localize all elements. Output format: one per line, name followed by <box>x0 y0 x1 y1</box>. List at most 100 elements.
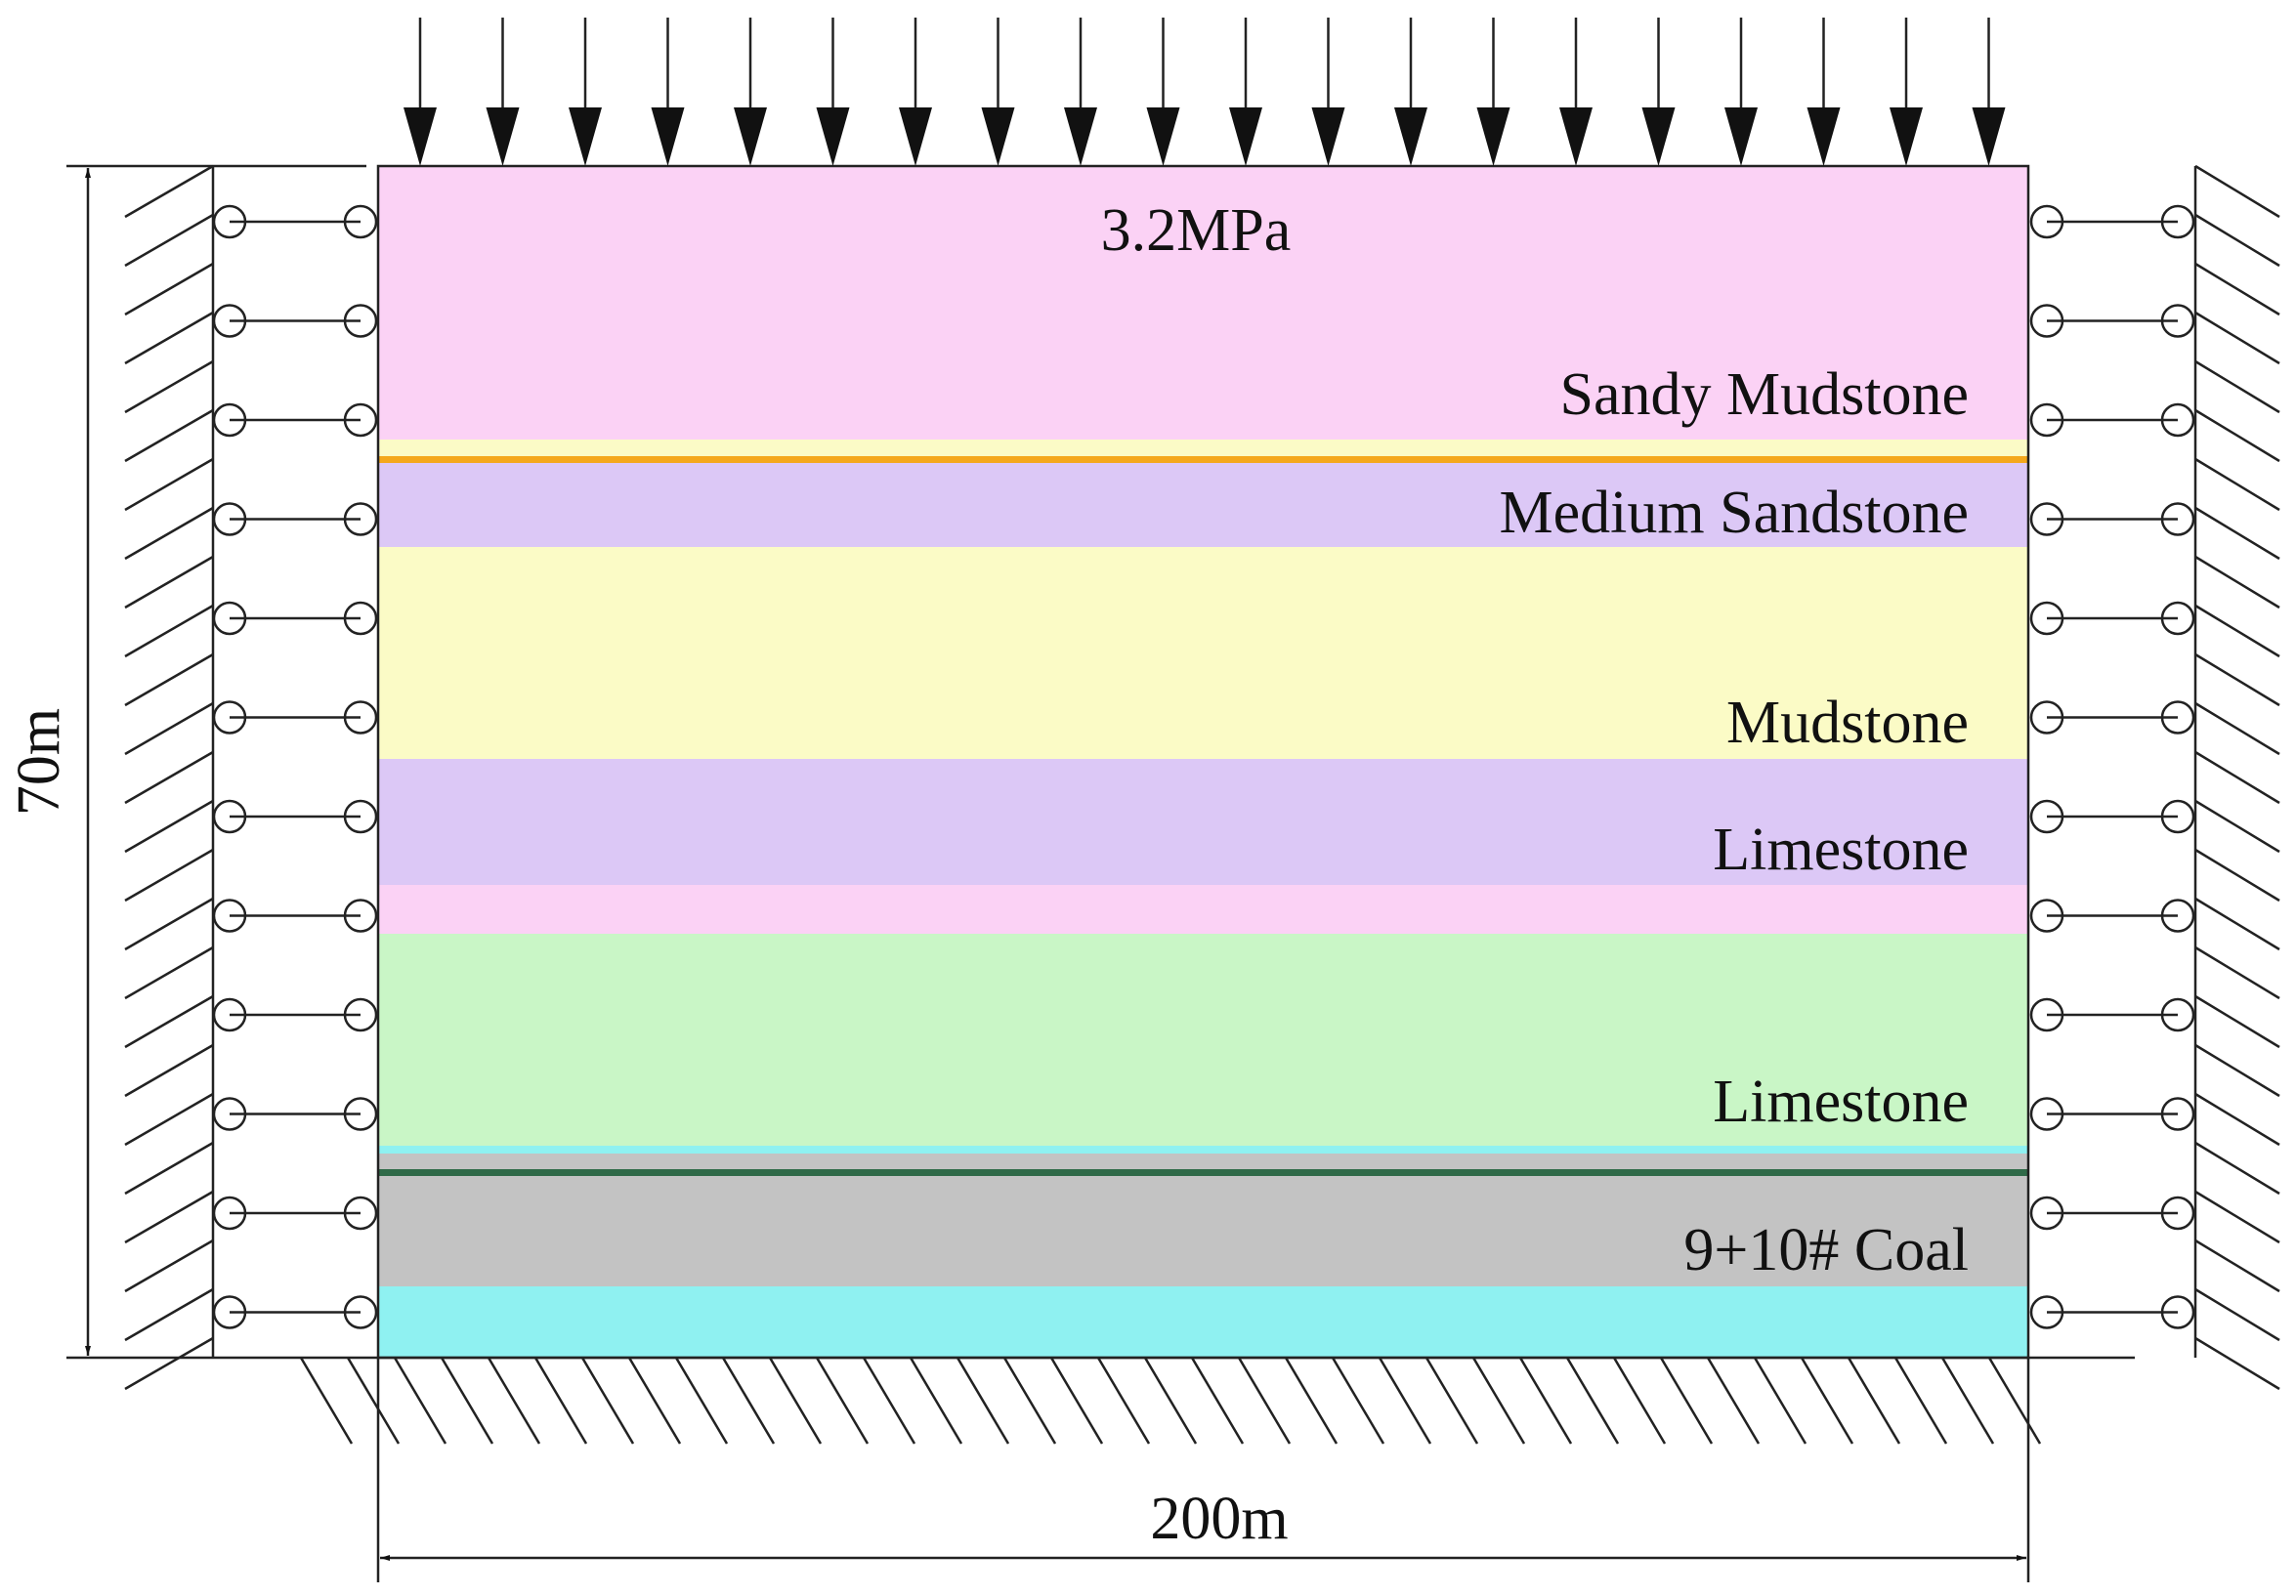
hatch <box>533 1357 588 1445</box>
roller <box>212 601 247 636</box>
hatch <box>1612 1357 1667 1445</box>
hatch <box>768 1357 823 1445</box>
roller <box>2029 1196 2064 1231</box>
hatch <box>124 164 214 219</box>
roller <box>2160 799 2195 834</box>
hatch <box>1378 1357 1432 1445</box>
hatch <box>2194 311 2280 365</box>
hatch <box>2194 1239 2280 1293</box>
hatch <box>2194 359 2280 414</box>
hatch <box>2194 897 2280 951</box>
roller <box>2029 402 2064 438</box>
hatch <box>2194 555 2280 609</box>
arrow-head <box>981 107 1015 166</box>
arrow-head <box>651 107 685 166</box>
hatch <box>1237 1357 1292 1445</box>
roller <box>2029 304 2064 338</box>
hatch <box>124 994 214 1049</box>
hatch <box>1518 1357 1573 1445</box>
hatch <box>2194 213 2280 268</box>
roller <box>343 304 378 338</box>
layer <box>378 463 2028 547</box>
roller <box>2029 799 2064 834</box>
hatch <box>580 1357 635 1445</box>
layer <box>378 440 2028 456</box>
layer-label: Medium Sandstone <box>1500 480 1969 546</box>
load-label: 3.2MPa <box>1101 197 1292 264</box>
roller <box>2029 1295 2064 1329</box>
arrow-head <box>1476 107 1510 166</box>
roller <box>2160 502 2195 536</box>
roller <box>2029 899 2064 933</box>
roller <box>212 1097 247 1131</box>
layer <box>378 1146 2028 1154</box>
roller <box>212 799 247 834</box>
hatch <box>1800 1357 1854 1445</box>
hatch <box>124 1092 214 1147</box>
roller <box>2160 204 2195 239</box>
hatch <box>124 945 214 1000</box>
hatch <box>1284 1357 1339 1445</box>
arrow-head <box>734 107 767 166</box>
hatch <box>440 1357 494 1445</box>
hatch <box>1143 1357 1198 1445</box>
layer-label: Sandy Mudstone <box>1560 361 1970 428</box>
roller <box>343 502 378 536</box>
layer <box>378 547 2028 759</box>
hatch <box>2194 799 2280 854</box>
roller <box>2029 700 2064 735</box>
hatch <box>627 1357 682 1445</box>
roller <box>212 502 247 536</box>
supports <box>66 18 2280 1582</box>
arrow-head <box>816 107 850 166</box>
roller <box>2160 304 2195 338</box>
roller <box>212 1295 247 1329</box>
roller <box>343 1097 378 1131</box>
layer <box>378 934 2028 1146</box>
hatch <box>1190 1357 1245 1445</box>
hatch <box>393 1357 447 1445</box>
roller <box>343 1196 378 1231</box>
roller <box>212 997 247 1032</box>
hatch <box>2194 262 2280 316</box>
arrow-head <box>1890 107 1923 166</box>
hatch <box>124 1043 214 1098</box>
hatch <box>124 555 214 609</box>
hatch <box>1893 1357 1948 1445</box>
strata <box>376 164 2030 1360</box>
hatch <box>2194 652 2280 707</box>
hatch <box>124 750 214 805</box>
hatch <box>2194 1190 2280 1244</box>
arrow-head <box>1311 107 1345 166</box>
hatch <box>124 1287 214 1342</box>
roller <box>2160 402 2195 438</box>
hatch <box>299 1357 354 1445</box>
arrow-head <box>1641 107 1676 166</box>
hatch <box>815 1357 870 1445</box>
hatch <box>721 1357 776 1445</box>
layer-label: 9+10# Coal <box>1683 1217 1969 1283</box>
hatch <box>124 359 214 414</box>
arrow-head <box>1146 107 1180 166</box>
roller <box>2029 1097 2064 1131</box>
hatch <box>2194 604 2280 658</box>
hatch <box>124 652 214 707</box>
roller <box>343 799 378 834</box>
hatch <box>956 1357 1010 1445</box>
roller <box>212 204 247 239</box>
roller <box>2029 601 2064 636</box>
hatch <box>862 1357 916 1445</box>
hatch <box>2194 994 2280 1049</box>
hatch <box>2194 701 2280 756</box>
hatch <box>124 311 214 365</box>
arrow-head <box>1807 107 1841 166</box>
roller <box>2160 899 2195 933</box>
hatch <box>1424 1357 1479 1445</box>
arrow-head <box>1064 107 1097 166</box>
hatch <box>124 604 214 658</box>
layer <box>378 1286 2028 1358</box>
hatch <box>2194 945 2280 1000</box>
layer <box>378 456 2028 463</box>
roller <box>2160 997 2195 1032</box>
